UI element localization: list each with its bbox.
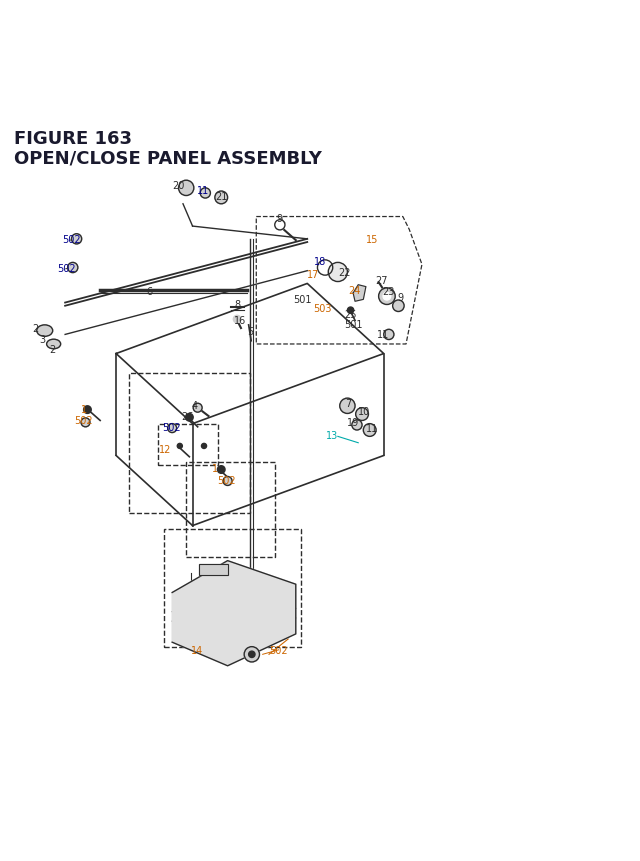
Text: 2: 2 [32,324,38,334]
Circle shape [393,300,404,313]
Text: 9: 9 [276,214,283,224]
Text: 16: 16 [234,316,246,326]
Circle shape [218,466,225,474]
Polygon shape [172,561,296,666]
Circle shape [340,399,355,414]
Text: 501: 501 [344,319,363,329]
Circle shape [379,288,395,305]
Circle shape [275,220,285,231]
Text: 1: 1 [81,405,87,414]
Text: 8: 8 [234,300,240,309]
Text: 7: 7 [346,399,352,409]
Circle shape [193,404,202,412]
Bar [129,373,250,513]
Text: 503: 503 [314,303,332,313]
Text: FIGURE 163: FIGURE 163 [14,130,132,148]
Text: 27: 27 [376,276,388,286]
Circle shape [364,424,376,437]
Text: 17: 17 [307,269,319,280]
Circle shape [202,444,207,449]
Circle shape [356,408,369,421]
Text: 24: 24 [349,286,361,295]
Circle shape [244,647,259,662]
Circle shape [72,234,82,245]
Text: 2: 2 [49,344,56,355]
Polygon shape [353,285,366,302]
Circle shape [215,192,228,205]
Circle shape [248,652,255,658]
Text: 502: 502 [62,234,81,245]
Circle shape [186,414,193,422]
Text: 3: 3 [40,334,45,344]
Text: 22: 22 [339,268,351,277]
Circle shape [352,420,362,430]
Circle shape [384,330,394,340]
Text: 26: 26 [181,412,193,422]
Text: 21: 21 [216,191,228,201]
Text: 5: 5 [246,327,253,337]
Text: 12: 12 [159,444,172,455]
Circle shape [84,406,92,414]
Bar [199,564,228,576]
Circle shape [179,181,194,196]
Circle shape [68,263,78,273]
Text: 11: 11 [366,424,378,434]
Bar [164,530,301,647]
Text: 4: 4 [191,400,197,410]
Text: 25: 25 [344,310,356,319]
Circle shape [81,418,90,427]
Text: 13: 13 [326,430,339,441]
Bar [199,564,228,576]
Text: 18: 18 [314,257,326,267]
Circle shape [328,263,348,282]
Text: 502: 502 [217,475,236,485]
Bar [186,462,275,558]
Text: 502: 502 [269,645,287,655]
Text: OPEN/CLOSE PANEL ASSEMBLY: OPEN/CLOSE PANEL ASSEMBLY [14,149,322,167]
Text: 14: 14 [191,645,204,655]
Text: 502: 502 [75,416,93,426]
Text: 11: 11 [197,186,209,195]
Text: 9: 9 [397,293,404,303]
Text: 23: 23 [383,287,395,297]
Circle shape [200,189,211,199]
Text: 501: 501 [293,294,312,305]
Text: 19: 19 [347,418,359,428]
Circle shape [383,293,391,300]
Text: 502: 502 [58,263,76,273]
Text: 15: 15 [366,234,378,245]
Circle shape [168,424,177,433]
Ellipse shape [36,325,52,337]
Text: 10: 10 [358,406,371,417]
Text: 502: 502 [162,423,180,432]
Ellipse shape [47,340,61,350]
Text: 11: 11 [378,330,390,340]
Circle shape [234,316,241,324]
Circle shape [177,444,182,449]
Circle shape [317,261,333,276]
Text: 20: 20 [172,181,184,191]
Text: 1: 1 [212,464,218,474]
Circle shape [348,307,354,314]
Bar [157,424,218,466]
Circle shape [223,477,232,486]
Text: 6: 6 [147,287,153,297]
